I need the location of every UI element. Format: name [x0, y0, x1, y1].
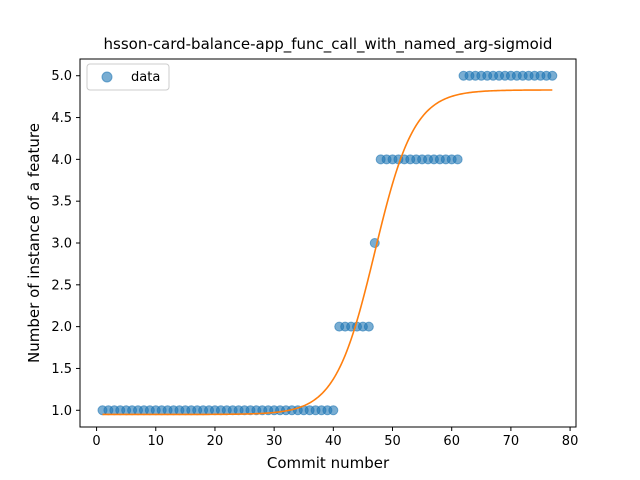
legend-marker-data — [101, 71, 113, 83]
data-point — [452, 154, 463, 165]
legend: data — [86, 63, 170, 91]
data-point — [363, 321, 374, 332]
x-axis: 0 10 20 30 40 50 60 70 80 — [92, 427, 578, 449]
x-tick-label: 30 — [266, 434, 283, 449]
x-tick-label: 0 — [92, 434, 100, 449]
plot-area — [97, 70, 558, 416]
x-axis-label: Commit number — [267, 454, 390, 472]
x-tick-label: 20 — [207, 434, 224, 449]
y-tick-label: 4.5 — [51, 111, 72, 126]
y-tick-label: 4.0 — [51, 153, 72, 168]
y-tick-label: 1.0 — [51, 404, 72, 419]
data-point — [547, 70, 558, 81]
x-tick-label: 80 — [562, 434, 579, 449]
y-tick-label: 3.0 — [51, 237, 72, 252]
x-tick-label: 10 — [147, 434, 164, 449]
y-axis: 1.0 1.5 2.0 2.5 3.0 3.5 4.0 4.5 5.0 — [51, 69, 80, 419]
y-tick-label: 1.5 — [51, 362, 72, 377]
x-tick-label: 70 — [503, 434, 520, 449]
legend-label-data: data — [131, 70, 160, 85]
x-tick-label: 40 — [325, 434, 342, 449]
y-tick-label: 2.5 — [51, 278, 72, 293]
x-tick-label: 50 — [384, 434, 401, 449]
y-tick-label: 2.0 — [51, 320, 72, 335]
data-point — [328, 405, 339, 416]
chart-title: hsson-card-balance-app_func_call_with_na… — [104, 35, 553, 54]
legend-box — [86, 63, 170, 91]
y-axis-label: Number of instance of a feature — [25, 123, 43, 363]
y-tick-label: 3.5 — [51, 195, 72, 210]
y-tick-label: 5.0 — [51, 69, 72, 84]
fit-line — [102, 89, 553, 416]
x-tick-label: 60 — [443, 434, 460, 449]
